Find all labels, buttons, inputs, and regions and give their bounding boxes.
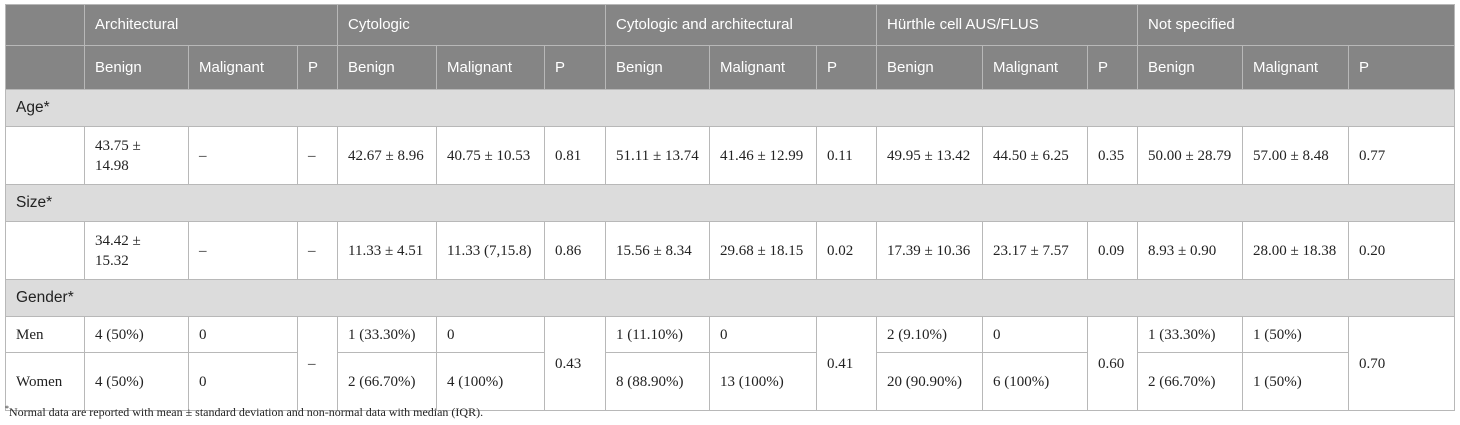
table-cell: 0.20 <box>1348 221 1456 280</box>
footnote-mark: * <box>5 404 9 413</box>
table-cell: 0 <box>982 316 1089 353</box>
table-cell: 8 (88.90%) <box>605 352 711 411</box>
table-row-women: Women 4 (50%) 0 2 (66.70%) 4 (100%) 8 (8… <box>5 352 1455 411</box>
section-label: Gender* <box>4 279 1456 317</box>
section-label: Age* <box>4 89 1456 127</box>
table-cell: 0.81 <box>544 126 607 185</box>
malignant-header: Malignant <box>188 45 298 90</box>
table-cell: 43.75 ± 14.98 <box>84 126 189 185</box>
group-header: Cytologic <box>337 4 607 46</box>
row-label <box>5 221 85 280</box>
table-cell: 0 <box>188 316 298 353</box>
table-cell: 0.35 <box>1087 126 1139 185</box>
table-cell: 57.00 ± 8.48 <box>1242 126 1350 185</box>
table-cell: – <box>188 126 298 185</box>
table-cell: 50.00 ± 28.79 <box>1137 126 1244 185</box>
malignant-header: Malignant <box>709 45 818 90</box>
table-cell: 0.02 <box>816 221 878 280</box>
table-cell: 2 (9.10%) <box>876 316 984 353</box>
section-row-size: Size* <box>4 184 1456 222</box>
table-cell: 0 <box>188 352 298 411</box>
table-row-size: 34.42 ± 15.32 – – 11.33 ± 4.51 11.33 (7,… <box>5 221 1456 280</box>
row-label: Women <box>5 352 85 411</box>
table-cell: 1 (33.30%) <box>1137 316 1244 353</box>
table-row-age: 43.75 ± 14.98 – – 42.67 ± 8.96 40.75 ± 1… <box>5 126 1456 185</box>
table-cell: 8.93 ± 0.90 <box>1137 221 1244 280</box>
table-cell: 51.11 ± 13.74 <box>605 126 711 185</box>
group-header: Architectural <box>83 4 339 46</box>
table-cell: 28.00 ± 18.38 <box>1242 221 1350 280</box>
table-cell: 2 (66.70%) <box>1137 352 1244 411</box>
p-header: P <box>1348 45 1456 90</box>
p-header: P <box>544 45 607 90</box>
table-cell: 20 (90.90%) <box>876 352 984 411</box>
p-header: P <box>816 45 878 90</box>
table-footnote: *Normal data are reported with mean ± st… <box>5 404 483 420</box>
benign-header: Benign <box>1137 45 1244 90</box>
table-cell: 34.42 ± 15.32 <box>84 221 189 280</box>
table-row-men: Men 4 (50%) 0 – 1 (33.30%) 0 0.43 1 (11.… <box>5 316 1456 411</box>
table-cell: 4 (50%) <box>84 352 189 411</box>
p-value-cell: 0.60 <box>1087 316 1139 411</box>
table-cell: 4 (100%) <box>436 352 546 411</box>
corner-cell <box>5 4 85 46</box>
table-cell: – <box>296 126 339 185</box>
row-label <box>5 126 85 185</box>
malignant-header: Malignant <box>982 45 1089 90</box>
table-cell: 41.46 ± 12.99 <box>709 126 818 185</box>
results-table: Architectural Cytologic Cytologic and ar… <box>4 4 1456 411</box>
subheader-row: Benign Malignant P Benign Malignant P Be… <box>5 45 1456 90</box>
table-cell: 1 (50%) <box>1242 352 1350 411</box>
table-cell: 11.33 ± 4.51 <box>337 221 438 280</box>
table-cell: 0.11 <box>816 126 878 185</box>
table-cell: 49.95 ± 13.42 <box>876 126 984 185</box>
table-cell: 0.77 <box>1348 126 1456 185</box>
malignant-header: Malignant <box>1242 45 1350 90</box>
corner-cell <box>5 45 85 90</box>
table-cell: 6 (100%) <box>982 352 1089 411</box>
table-cell: 0 <box>436 316 546 353</box>
footnote-text: Normal data are reported with mean ± sta… <box>9 405 484 419</box>
table-cell: – <box>296 221 339 280</box>
table-cell: 40.75 ± 10.53 <box>436 126 546 185</box>
p-header: P <box>1087 45 1139 90</box>
section-row-age: Age* <box>4 89 1456 127</box>
table-cell: 29.68 ± 18.15 <box>709 221 818 280</box>
p-value-cell: 0.43 <box>544 316 607 411</box>
p-header: P <box>296 45 339 90</box>
p-value-cell: 0.41 <box>816 316 878 411</box>
table-cell: 15.56 ± 8.34 <box>605 221 711 280</box>
table-cell: 0.09 <box>1087 221 1139 280</box>
benign-header: Benign <box>84 45 189 90</box>
group-header: Hürthle cell AUS/FLUS <box>876 4 1139 46</box>
section-row-gender: Gender* <box>4 279 1456 317</box>
table-cell: 0 <box>709 316 818 353</box>
table-cell: 2 (66.70%) <box>337 352 438 411</box>
group-header-row: Architectural Cytologic Cytologic and ar… <box>5 4 1456 46</box>
table-cell: 44.50 ± 6.25 <box>982 126 1089 185</box>
table-cell: 42.67 ± 8.96 <box>337 126 438 185</box>
group-header: Not specified <box>1137 4 1456 46</box>
section-label: Size* <box>4 184 1456 222</box>
table-cell: 13 (100%) <box>709 352 818 411</box>
benign-header: Benign <box>876 45 984 90</box>
p-value-cell: 0.70 <box>1348 316 1456 411</box>
table-cell: 4 (50%) <box>84 316 189 353</box>
table-cell: 1 (50%) <box>1242 316 1350 353</box>
table-cell: 11.33 (7,15.8) <box>436 221 546 280</box>
table-cell: 0.86 <box>544 221 607 280</box>
table-cell: 17.39 ± 10.36 <box>876 221 984 280</box>
benign-header: Benign <box>337 45 438 90</box>
malignant-header: Malignant <box>436 45 546 90</box>
table-cell: 23.17 ± 7.57 <box>982 221 1089 280</box>
table-cell: – <box>188 221 298 280</box>
group-header: Cytologic and architectural <box>605 4 878 46</box>
row-label: Men <box>5 316 85 353</box>
table-cell: 1 (11.10%) <box>605 316 711 353</box>
table-cell: 1 (33.30%) <box>337 316 438 353</box>
benign-header: Benign <box>605 45 711 90</box>
p-value-cell: – <box>296 316 339 411</box>
